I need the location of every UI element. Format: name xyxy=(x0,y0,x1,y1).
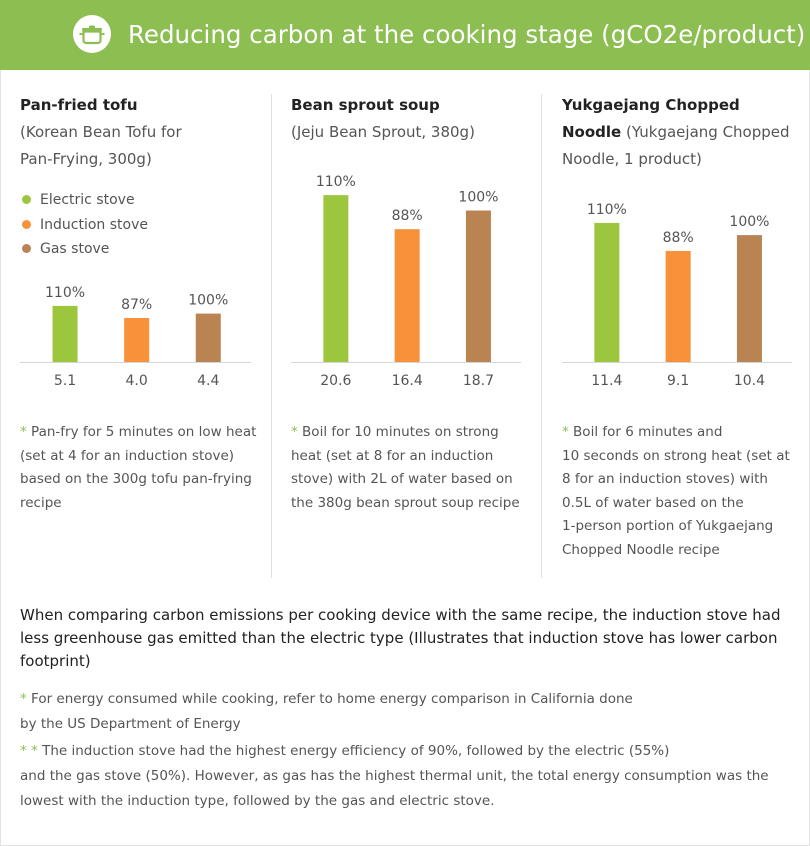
footnote-2: * * The induction stove had the highest … xyxy=(20,739,790,814)
legend-item-electric: Electric stove xyxy=(20,188,148,213)
percent-label: 88% xyxy=(392,208,423,224)
note-line: based on the 300g tofu pan-frying xyxy=(20,471,252,487)
value-label: 9.1 xyxy=(667,373,689,389)
value-label: 4.4 xyxy=(197,373,219,389)
footnote-marker: * * xyxy=(20,743,38,759)
bar-gas-stove xyxy=(195,313,221,362)
value-label: 5.1 xyxy=(54,373,76,389)
note-marker: * xyxy=(562,424,569,440)
chart-legend: Electric stove Induction stove Gas stove xyxy=(20,188,148,262)
panel-subtitle-line: Noodle, 1 product) xyxy=(562,150,702,168)
value-label: 18.7 xyxy=(463,373,494,389)
percent-label: 100% xyxy=(729,214,769,230)
cooking-pot-icon xyxy=(73,15,111,53)
note-line: Chopped Noodle recipe xyxy=(562,541,720,558)
legend-swatch xyxy=(22,195,31,204)
percent-label: 110% xyxy=(587,202,627,218)
panel-note: * Pan-fry for 5 minutes on low heat (set… xyxy=(20,421,265,515)
bar-induction-stove xyxy=(124,318,150,362)
note-line: 8 for an induction stoves) with xyxy=(562,471,768,487)
percent-label: 88% xyxy=(663,230,694,246)
panel-pan-fried-tofu: Pan-fried tofu (Korean Bean Tofu for Pan… xyxy=(20,92,250,173)
legend-label: Induction stove xyxy=(40,216,148,233)
note-marker: * xyxy=(291,424,298,440)
percent-label: 100% xyxy=(188,293,228,309)
legend-label: Electric stove xyxy=(40,192,135,208)
footnote-marker: * xyxy=(20,691,27,707)
bar-electric-stove xyxy=(52,305,78,362)
note-line: the 380g bean sprout soup recipe xyxy=(291,494,520,511)
bar-induction-stove xyxy=(665,250,691,362)
percent-label: 110% xyxy=(45,285,85,301)
value-label: 16.4 xyxy=(392,373,423,389)
panel-divider xyxy=(541,94,542,578)
summary-line: When comparing carbon emissions per cook… xyxy=(20,606,781,624)
summary-line: footprint) xyxy=(20,652,91,670)
panel-note: * Boil for 10 minutes on strong heat (se… xyxy=(291,421,536,515)
panel-title: Yukgaejang Chopped xyxy=(562,96,740,114)
note-line: Boil for 6 minutes and xyxy=(573,424,723,440)
panel-divider xyxy=(271,94,272,578)
note-line: stove) with 2L of water based on xyxy=(291,471,513,487)
footnote-line: For energy consumed while cooking, refer… xyxy=(31,691,633,707)
note-line: (set at 4 for an induction stove) xyxy=(20,447,235,464)
value-label: 11.4 xyxy=(591,373,622,389)
footnote-line: The induction stove had the highest ener… xyxy=(42,743,670,759)
note-line: 0.5L of water based on the xyxy=(562,494,744,511)
note-line: recipe xyxy=(20,494,62,511)
panel-bean-sprout-soup: Bean sprout soup (Jeju Bean Sprout, 380g… xyxy=(291,92,521,146)
bar-chart-pan-fried-tofu: 110% 5.1 87% 4.0 100% 4.4 xyxy=(20,285,251,389)
bar-chart-yukgaejang-noodle: 110% 11.4 88% 9.1 100% 10.4 xyxy=(562,202,792,389)
footer-summary: When comparing carbon emissions per cook… xyxy=(20,604,790,673)
bar-induction-stove xyxy=(394,229,420,362)
summary-line: less greenhouse gas emitted than the ele… xyxy=(20,629,778,647)
footnote-line: by the US Department of Energy xyxy=(20,716,241,732)
bar-gas-stove xyxy=(736,235,762,362)
note-marker: * xyxy=(20,424,27,440)
legend-item-induction: Induction stove xyxy=(20,213,148,238)
legend-item-gas: Gas stove xyxy=(20,237,148,262)
bar-chart-bean-sprout-soup: 110% 20.6 88% 16.4 100% 18.7 xyxy=(291,174,521,389)
note-line: 1-person portion of Yukgaejang xyxy=(562,518,774,534)
header-banner: Reducing carbon at the cooking stage (gC… xyxy=(0,0,810,70)
header-title: Reducing carbon at the cooking stage (gC… xyxy=(128,20,806,49)
value-label: 20.6 xyxy=(320,373,351,389)
panel-yukgaejang-noodle: Yukgaejang Chopped Noodle (Yukgaejang Ch… xyxy=(562,92,792,173)
legend-swatch xyxy=(22,219,31,229)
bar-electric-stove xyxy=(594,222,620,362)
panel-subtitle-line: (Jeju Bean Sprout, 380g) xyxy=(291,123,475,141)
bar-gas-stove xyxy=(465,210,491,362)
percent-label: 110% xyxy=(316,174,356,190)
panel-note: * Boil for 6 minutes and 10 seconds on s… xyxy=(562,421,802,562)
bar-electric-stove xyxy=(323,195,349,362)
percent-label: 87% xyxy=(121,297,152,313)
panel-title: Pan-fried tofu xyxy=(20,96,138,114)
value-label: 10.4 xyxy=(734,373,765,389)
panel-subtitle-line: (Korean Bean Tofu for xyxy=(20,123,182,141)
legend-label: Gas stove xyxy=(40,241,110,257)
value-label: 4.0 xyxy=(126,373,148,389)
note-line: heat (set at 8 for an induction xyxy=(291,447,494,464)
footnote-line: lowest with the induction type, followed… xyxy=(20,793,495,809)
panel-title-line2: Noodle (Yukgaejang Chopped xyxy=(562,123,790,141)
note-line: 10 seconds on strong heat (set at xyxy=(562,447,790,464)
footnote-line: and the gas stove (50%). However, as gas… xyxy=(20,768,769,784)
percent-label: 100% xyxy=(458,190,498,206)
panel-title: Bean sprout soup xyxy=(291,96,440,114)
footnote-1: * For energy consumed while cooking, ref… xyxy=(20,687,790,737)
note-line: Boil for 10 minutes on strong xyxy=(302,424,499,440)
panel-subtitle-line: Pan-Frying, 300g) xyxy=(20,150,152,168)
note-line: Pan-fry for 5 minutes on low heat xyxy=(31,424,257,440)
legend-swatch xyxy=(22,244,31,253)
